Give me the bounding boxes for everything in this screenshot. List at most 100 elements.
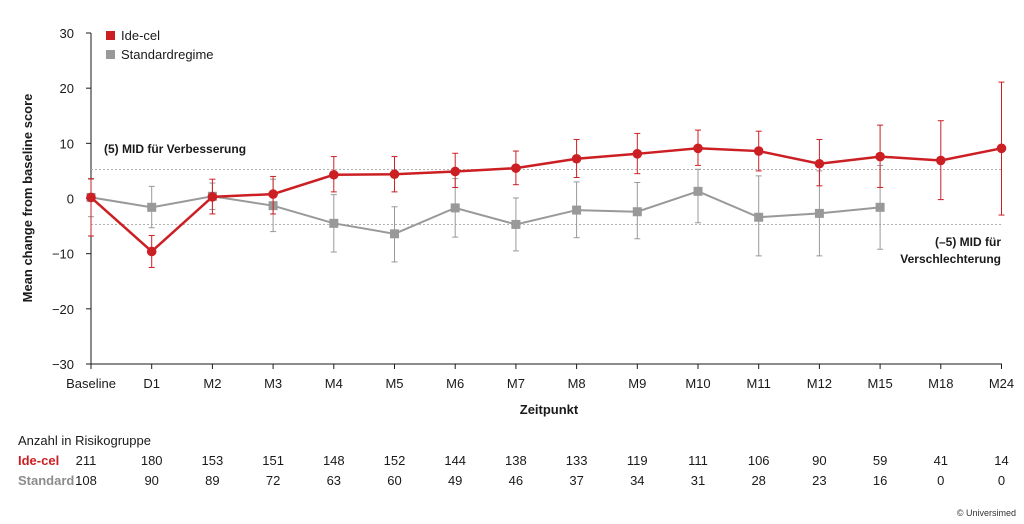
risk-row-label-standard: Standard — [18, 473, 74, 488]
mid-improvement-label: (5) MID für Verbesserung — [104, 142, 246, 156]
x-axis-title: Zeitpunkt — [520, 402, 579, 417]
legend-marker-standardregime — [106, 50, 115, 59]
x-tick-label: M5 — [385, 376, 403, 391]
standardregime-point — [754, 212, 764, 222]
x-tick-label: M11 — [747, 376, 771, 391]
risk-table-cell: 90 — [144, 473, 158, 488]
risk-table-cell: 0 — [937, 473, 944, 488]
risk-row-label-ide-cel: Ide-cel — [18, 453, 59, 468]
risk-table-cell: 152 — [384, 453, 406, 468]
risk-table-cell: 46 — [509, 473, 523, 488]
risk-table-cell: 63 — [327, 473, 341, 488]
risk-table-cell: 108 — [75, 473, 97, 488]
y-tick-label: 20 — [60, 81, 74, 96]
x-tick-label: D1 — [143, 376, 160, 391]
standardregime-point — [693, 186, 703, 196]
ide-cel-point — [268, 189, 278, 199]
risk-table-cell: 106 — [748, 453, 770, 468]
ide-cel-point — [329, 169, 339, 180]
ide-cel-point — [936, 155, 946, 166]
x-tick-label: M7 — [507, 376, 525, 391]
risk-table-cell: 89 — [205, 473, 219, 488]
copyright-text: © Universimed — [957, 508, 1016, 518]
risk-table-cell: 72 — [266, 473, 280, 488]
standardregime-point — [875, 202, 885, 212]
standardregime-point — [329, 218, 339, 228]
ide-cel-point — [996, 143, 1007, 154]
standardregime-line — [90, 190, 881, 235]
risk-table-cell: 119 — [627, 453, 648, 468]
standardregime-point — [814, 208, 824, 218]
risk-table-cell: 148 — [323, 453, 345, 468]
y-tick-label: −10 — [52, 247, 74, 262]
x-tick-label: M8 — [568, 376, 586, 391]
risk-table-cell: 138 — [505, 453, 527, 468]
risk-table-cell: 49 — [448, 473, 462, 488]
series-ide-cel — [86, 81, 1007, 268]
legend-marker-ide-cel — [106, 31, 115, 40]
risk-table-cell: 0 — [998, 473, 1005, 488]
risk-table-cell: 28 — [751, 473, 765, 488]
risk-table-cell: 180 — [141, 453, 163, 468]
ide-cel-point — [146, 246, 157, 257]
risk-table-cell: 59 — [873, 453, 887, 468]
risk-table-cell: 23 — [812, 473, 826, 488]
risk-table-cell: 14 — [994, 453, 1008, 468]
mid-worsening-label-line2: Verschlechterung — [900, 252, 1001, 266]
y-tick-label: 0 — [67, 192, 74, 207]
x-tick-label: M10 — [685, 376, 710, 391]
series-standardregime — [86, 164, 885, 263]
risk-table-cell: 37 — [569, 473, 583, 488]
risk-table-cell: 60 — [387, 473, 401, 488]
legend-label-ide-cel: Ide-cel — [121, 28, 160, 43]
risk-table-cell: 133 — [566, 453, 588, 468]
standardregime-point — [572, 205, 582, 215]
mid-worsening-label-line1: (–5) MID für — [935, 235, 1001, 249]
x-ticks: Baseline D1 M2 M3 M4 M5 M6 M7 M8 M9 M10 M11 M12 M15 M1… — [66, 364, 1014, 391]
risk-table-cell: 41 — [934, 453, 948, 468]
risk-table-title: Anzahl in Risikogruppe — [18, 433, 151, 448]
standardregime-point — [147, 202, 157, 212]
x-tick-label: M18 — [928, 376, 953, 391]
x-tick-label: M6 — [446, 376, 464, 391]
ide-cel-point — [875, 151, 885, 162]
risk-table-cell: 34 — [630, 473, 644, 488]
ide-cel-point — [632, 149, 643, 159]
x-tick-label: M3 — [264, 376, 282, 391]
ide-cel-point — [389, 169, 400, 180]
risk-table-cell: 153 — [202, 453, 224, 468]
ide-cel-line — [90, 147, 1002, 254]
legend-label-standardregime: Standardregime — [121, 47, 214, 62]
risk-table-cell: 211 — [76, 453, 97, 468]
risk-table-cell: 90 — [812, 453, 826, 468]
x-tick-label: M4 — [325, 376, 343, 391]
x-tick-label: Baseline — [66, 376, 116, 391]
x-tick-label: M9 — [628, 376, 646, 391]
risk-table-cell: 151 — [262, 453, 284, 468]
ide-cel-point — [450, 166, 461, 177]
y-tick-label: −30 — [52, 357, 74, 372]
x-tick-label: M24 — [989, 376, 1014, 391]
standardregime-point — [632, 207, 642, 217]
ide-cel-point — [207, 192, 218, 202]
risk-table-cell: 31 — [691, 473, 705, 488]
x-tick-label: M12 — [807, 376, 832, 391]
ide-cel-point — [814, 158, 825, 169]
y-ticks: 30 20 10 0 −10 −20 −30 — [52, 26, 91, 372]
ide-cel-point — [511, 163, 521, 173]
standardregime-point — [511, 219, 521, 229]
risk-table-cell: 16 — [873, 473, 887, 488]
ide-cel-point — [86, 192, 96, 203]
y-tick-label: −20 — [52, 302, 74, 317]
standardregime-point — [390, 229, 399, 239]
y-tick-label: 30 — [60, 26, 74, 41]
ide-cel-point — [693, 143, 703, 154]
standardregime-point — [450, 203, 460, 213]
risk-table-cells: 211 180 153 151 148 152 144 138 133 119 111 106 90 59… — [75, 453, 1009, 488]
x-tick-label: M2 — [203, 376, 221, 391]
ide-cel-point — [753, 146, 764, 156]
x-tick-label: M15 — [867, 376, 892, 391]
risk-table-cell: 144 — [444, 453, 466, 468]
y-tick-label: 10 — [60, 136, 74, 151]
